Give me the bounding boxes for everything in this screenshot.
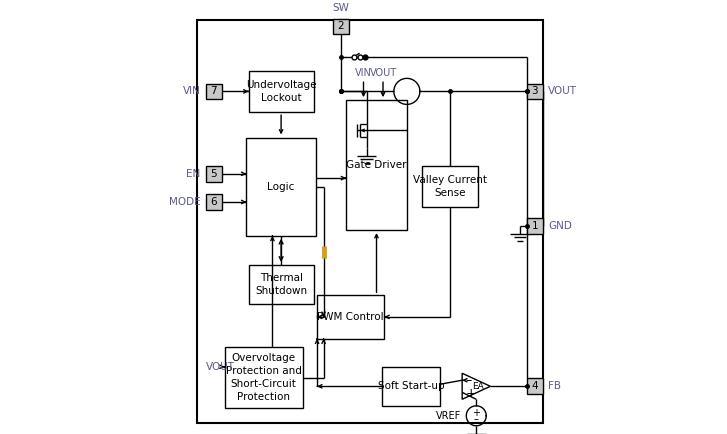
Bar	[422, 166, 478, 207]
Text: VIN: VIN	[355, 69, 372, 79]
Text: VOUT: VOUT	[548, 86, 577, 96]
Text: VOUT: VOUT	[369, 69, 397, 79]
Text: –: –	[474, 414, 478, 424]
Text: FB: FB	[548, 381, 561, 391]
Text: Overvoltage
Protection and
Short-Circuit
Protection: Overvoltage Protection and Short-Circuit…	[226, 353, 302, 402]
Text: Soft Start-up: Soft Start-up	[378, 381, 444, 391]
Text: 6: 6	[211, 197, 217, 207]
Bar	[225, 347, 302, 408]
Text: MODE: MODE	[169, 197, 201, 207]
Bar	[382, 367, 441, 406]
Text: Thermal
Shutdown: Thermal Shutdown	[255, 273, 308, 296]
Text: 1: 1	[531, 221, 538, 231]
Polygon shape	[462, 373, 490, 399]
Text: 2: 2	[337, 21, 345, 31]
Text: EN: EN	[186, 169, 201, 179]
Bar	[206, 194, 222, 210]
Bar	[317, 295, 384, 339]
Text: +: +	[473, 408, 481, 418]
Bar	[206, 166, 222, 181]
Bar	[527, 218, 542, 233]
Text: SW: SW	[332, 3, 350, 13]
Bar	[196, 20, 544, 423]
Text: 3: 3	[531, 86, 538, 96]
Text: Valley Current
Sense: Valley Current Sense	[413, 175, 487, 198]
Text: EA: EA	[472, 382, 483, 391]
Bar	[346, 100, 407, 230]
Text: 4: 4	[531, 381, 538, 391]
Bar	[527, 84, 542, 99]
Text: VOUT: VOUT	[206, 362, 235, 372]
Text: Logic: Logic	[268, 182, 294, 192]
Text: GND: GND	[548, 221, 572, 231]
Text: 5: 5	[211, 169, 217, 179]
Bar	[206, 84, 222, 99]
Bar	[249, 71, 313, 112]
Text: VIN: VIN	[182, 86, 201, 96]
Bar	[249, 265, 313, 304]
Bar	[246, 138, 316, 236]
Text: –: –	[465, 374, 471, 387]
Text: Undervoltage
Lockout: Undervoltage Lockout	[246, 80, 316, 103]
Bar	[527, 378, 542, 394]
Text: VREF: VREF	[435, 411, 461, 421]
Text: 7: 7	[211, 86, 217, 96]
Text: PWM Control: PWM Control	[317, 312, 384, 322]
Text: +: +	[465, 387, 476, 400]
Text: Gate Driver: Gate Driver	[346, 160, 407, 170]
Bar	[333, 19, 349, 34]
